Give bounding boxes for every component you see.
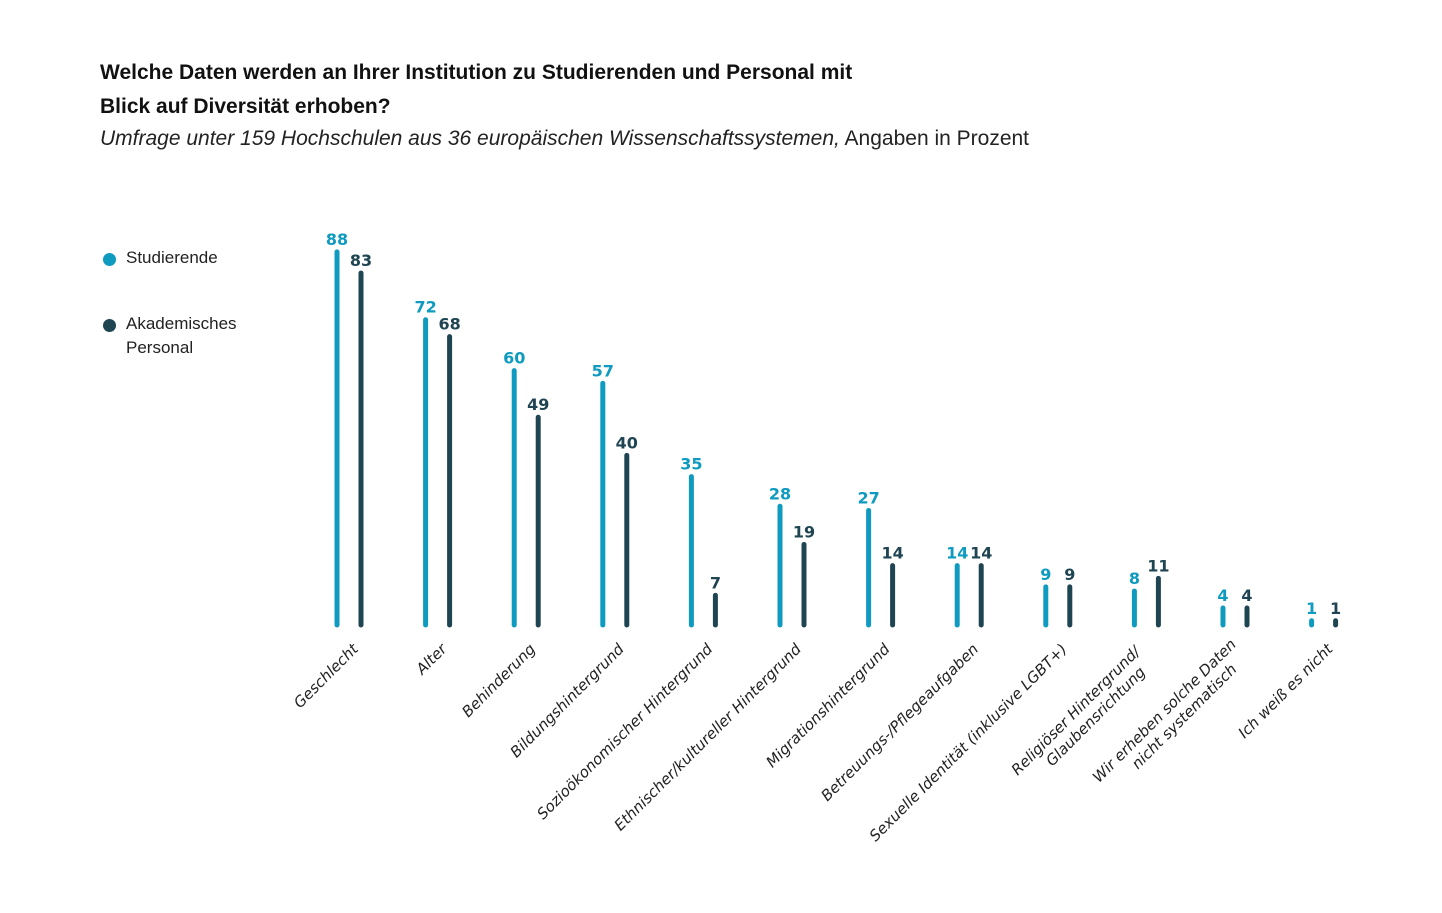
value-label: 14 [970, 544, 992, 563]
category-label: Alter [412, 640, 451, 679]
value-label: 1 [1330, 599, 1341, 618]
category-label: Betreuungs-/Pflegeaufgaben [817, 640, 982, 805]
value-label: 1 [1306, 599, 1317, 618]
subtitle-italic: Umfrage unter 159 Hochschulen aus 36 eur… [100, 127, 840, 150]
legend-label: Akademisches Personal [126, 314, 237, 357]
legend-dot-icon [103, 319, 116, 332]
category-label-line: Alter [412, 640, 451, 679]
value-label: 9 [1040, 565, 1051, 584]
subtitle-regular: Angaben in Prozent [839, 127, 1030, 150]
value-label: 28 [769, 484, 791, 503]
value-label: 14 [881, 544, 903, 563]
chart-title: Welche Daten werden an Ihrer Institution… [100, 61, 853, 118]
category-label-line: Betreuungs-/Pflegeaufgaben [817, 640, 982, 805]
category-label-line: Ich weiß es nicht [1235, 639, 1338, 742]
legend-dot-icon [103, 253, 116, 266]
value-label: 40 [616, 433, 638, 452]
category-label-line: Behinderung [458, 640, 539, 721]
value-label: 4 [1217, 586, 1228, 605]
category-label-line: Ethnischer/kultureller Hintergrund [611, 640, 806, 835]
value-label: 60 [503, 349, 525, 368]
value-label: 27 [857, 489, 879, 508]
value-label: 49 [527, 395, 549, 414]
value-label: 68 [438, 315, 460, 334]
category-label: Ethnischer/kultureller Hintergrund [611, 640, 806, 835]
value-label: 8 [1129, 569, 1140, 588]
category-label: Ich weiß es nicht [1235, 639, 1338, 742]
category-label-line: Sozioökonomischer Hintergrund [533, 640, 716, 823]
value-label: 9 [1064, 565, 1075, 584]
value-label: 57 [592, 361, 614, 380]
value-label: 72 [414, 298, 436, 317]
category-label: Sozioökonomischer Hintergrund [533, 640, 716, 823]
category-label: Geschlecht [290, 639, 363, 712]
category-label: Behinderung [458, 640, 539, 721]
legend-item-personal: Akademisches Personal [103, 312, 256, 360]
value-label: 14 [946, 544, 968, 563]
value-label: 19 [793, 522, 815, 541]
legend-item-studierende: Studierende [103, 246, 276, 270]
value-label: 11 [1147, 556, 1169, 575]
category-label: Religiöser Hintergrund/Glaubensrichtung [1008, 641, 1158, 791]
category-label-line: Geschlecht [290, 639, 363, 712]
value-label: 35 [680, 455, 702, 474]
value-label: 4 [1241, 586, 1252, 605]
chart-subtitle: Umfrage unter 159 Hochschulen aus 36 eur… [100, 124, 1029, 154]
value-label: 7 [710, 573, 721, 592]
legend-label: Studierende [126, 248, 218, 267]
value-label: 83 [350, 251, 372, 270]
value-label: 88 [326, 230, 348, 249]
